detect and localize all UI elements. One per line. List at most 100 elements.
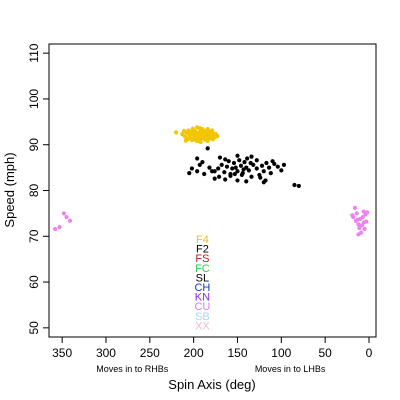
data-point xyxy=(223,177,228,182)
y-tick-label: 50 xyxy=(27,321,41,335)
data-point xyxy=(183,138,188,143)
data-point xyxy=(61,211,67,216)
data-point xyxy=(364,219,369,224)
data-point xyxy=(232,171,237,177)
data-point xyxy=(209,128,215,133)
data-point xyxy=(195,169,200,174)
data-point xyxy=(200,160,205,165)
data-point xyxy=(217,155,223,160)
data-point xyxy=(205,146,210,151)
data-point xyxy=(261,169,266,174)
y-tick-label: 100 xyxy=(27,89,41,109)
data-point xyxy=(235,178,240,183)
data-point xyxy=(206,134,211,139)
y-tick-label: 90 xyxy=(27,138,41,152)
data-point xyxy=(360,214,365,220)
x-tick-label: 50 xyxy=(318,346,332,360)
x-tick-label: 150 xyxy=(227,346,247,360)
data-point xyxy=(261,180,266,185)
data-point xyxy=(202,129,208,134)
data-point xyxy=(258,175,263,180)
data-point xyxy=(264,160,269,166)
data-point xyxy=(222,170,227,175)
data-point xyxy=(275,164,280,169)
data-point xyxy=(249,154,254,159)
data-point xyxy=(231,160,237,166)
data-point xyxy=(230,166,235,171)
data-point xyxy=(354,211,359,216)
data-points xyxy=(53,125,370,237)
data-point xyxy=(356,232,361,237)
data-point xyxy=(197,162,202,167)
data-point xyxy=(251,162,256,167)
data-point xyxy=(207,165,212,170)
data-point xyxy=(216,166,221,171)
x-tick-label: 200 xyxy=(184,346,204,360)
data-point xyxy=(352,205,358,210)
plot-frame xyxy=(48,43,377,338)
x-axis-title: Spin Axis (deg) xyxy=(168,377,255,392)
data-point xyxy=(187,171,192,176)
data-point xyxy=(233,165,238,170)
legend-entry: CU xyxy=(194,301,210,313)
data-point xyxy=(268,171,273,176)
x-tick-label: 250 xyxy=(140,346,160,360)
legend-entry: F4 xyxy=(196,234,209,246)
data-point xyxy=(181,128,187,134)
legend-entry: F2 xyxy=(196,244,209,256)
data-point xyxy=(64,214,69,220)
legend-entry: FC xyxy=(195,263,210,275)
x-tick-label: 300 xyxy=(96,346,116,360)
data-point xyxy=(228,173,233,178)
data-point xyxy=(249,174,254,179)
data-point xyxy=(215,133,220,139)
data-point xyxy=(202,171,207,177)
data-point xyxy=(194,132,199,137)
data-point xyxy=(351,214,356,220)
data-point xyxy=(279,168,284,173)
data-point xyxy=(200,127,205,132)
data-point xyxy=(224,164,230,169)
data-point xyxy=(189,166,194,171)
legend-entry: SL xyxy=(196,272,209,284)
data-point xyxy=(193,137,198,142)
data-point xyxy=(182,134,187,139)
axis-annotation: Moves in to LHBs xyxy=(255,364,326,374)
data-point xyxy=(242,160,247,165)
data-point xyxy=(361,209,366,214)
data-point xyxy=(259,163,265,168)
data-point xyxy=(235,153,240,158)
data-point xyxy=(235,169,240,174)
data-point xyxy=(254,166,259,171)
data-point xyxy=(266,165,272,170)
data-point xyxy=(226,159,231,164)
data-point xyxy=(57,225,62,230)
x-tick-label: 0 xyxy=(366,346,373,360)
data-point xyxy=(353,218,358,223)
data-point xyxy=(241,167,246,172)
data-point xyxy=(292,182,297,188)
x-axis: 350 300 250 200 150 100 50 0 xyxy=(52,337,373,360)
data-point xyxy=(239,172,244,178)
data-point xyxy=(244,179,249,184)
data-point xyxy=(356,222,361,227)
data-point xyxy=(192,128,197,134)
y-axis: 50 60 70 80 90 100 110 xyxy=(27,43,49,335)
x-tick-label: 350 xyxy=(52,346,72,360)
legend-entry: FS xyxy=(195,253,209,265)
data-point xyxy=(296,183,301,189)
legend-entry: SB xyxy=(195,311,210,323)
data-point xyxy=(237,158,242,163)
y-tick-label: 110 xyxy=(27,43,41,62)
data-point xyxy=(254,158,259,163)
data-point xyxy=(195,156,200,161)
data-point xyxy=(216,174,222,179)
data-point xyxy=(212,176,217,181)
annotations: Moves in to RHBs Moves in to LHBs xyxy=(96,364,326,374)
y-tick-label: 80 xyxy=(27,184,41,198)
data-point xyxy=(281,162,287,167)
axis-annotation: Moves in to RHBs xyxy=(96,364,169,374)
data-point xyxy=(209,169,215,174)
